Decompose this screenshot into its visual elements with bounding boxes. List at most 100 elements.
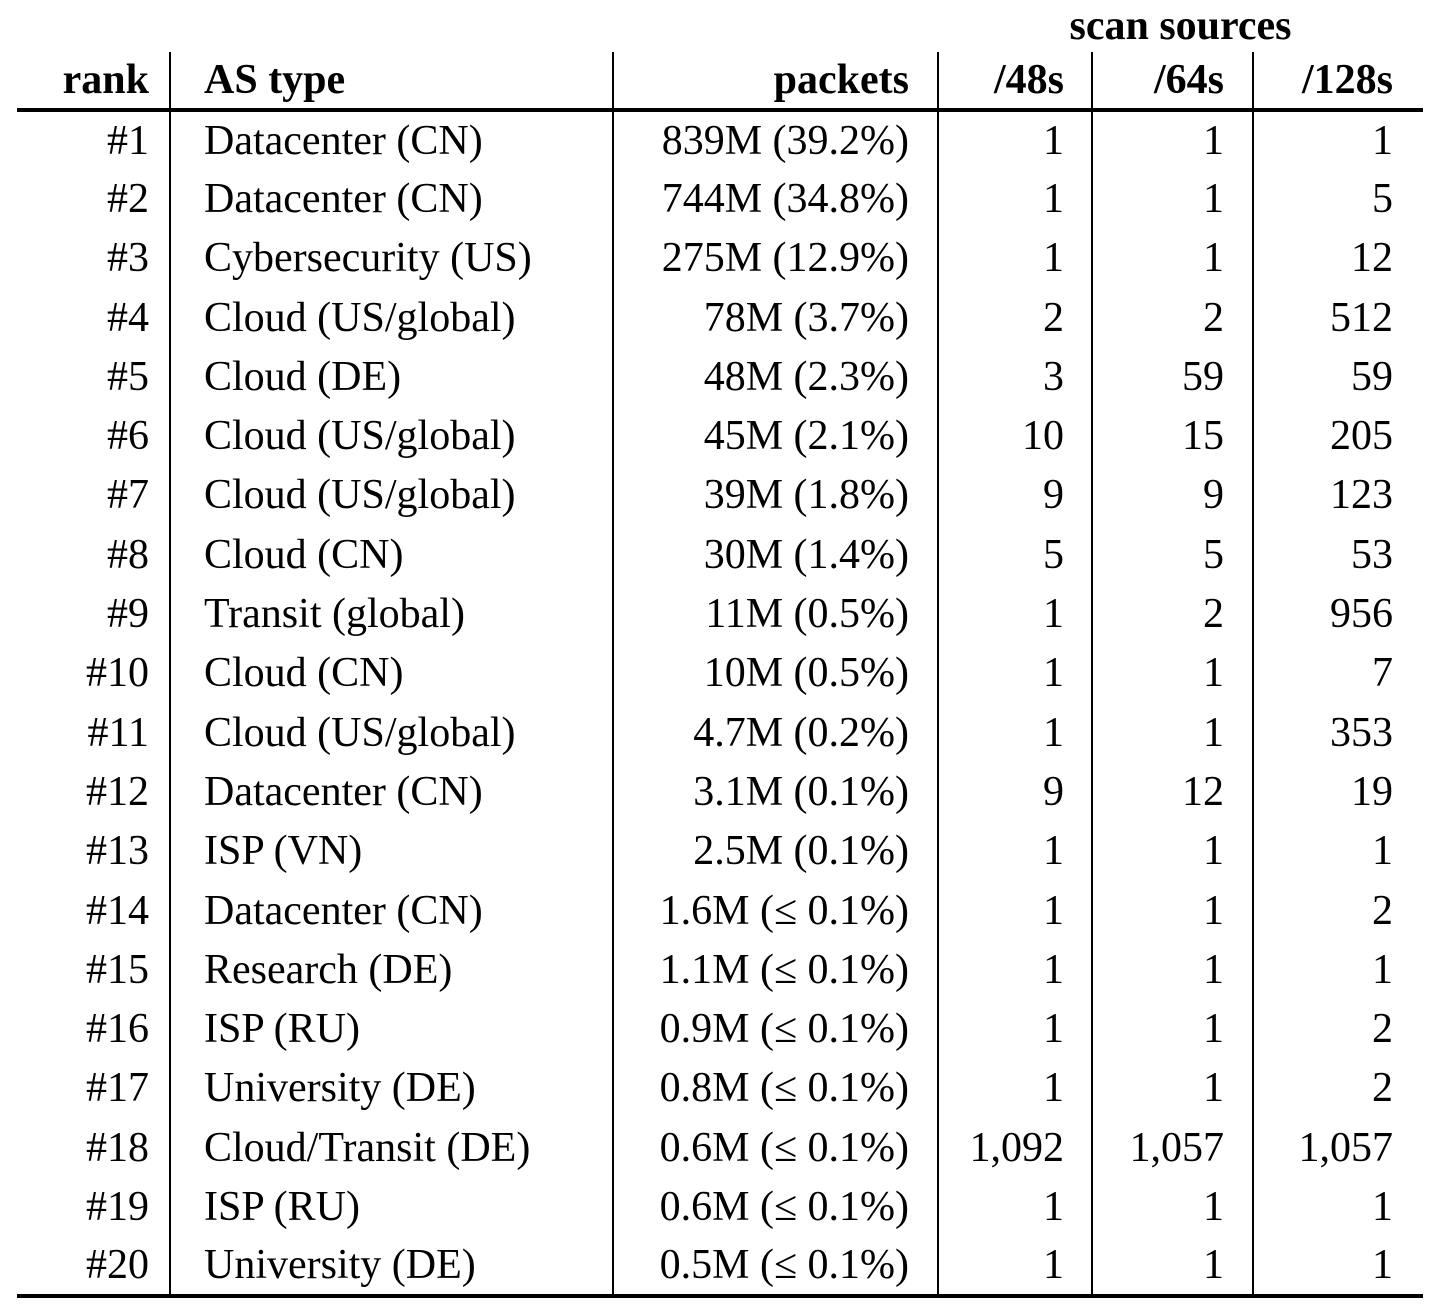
cell-packets: 839M (39.2%) — [612, 110, 938, 170]
table-row: #15 Research (DE) 1.1M (≤ 0.1%) 1 1 1 — [17, 940, 1424, 1000]
cell-packets: 48M (2.3%) — [612, 347, 938, 407]
cell-64s: 1 — [1091, 702, 1253, 763]
cell-as-type: Datacenter (CN) — [169, 110, 613, 170]
cell-as-type: Cloud (US/global) — [169, 287, 613, 348]
cell-128s: 2 — [1251, 1058, 1424, 1119]
table-row: #17 University (DE) 0.8M (≤ 0.1%) 1 1 2 — [17, 1058, 1424, 1119]
cell-48s: 9 — [937, 762, 1092, 822]
cell-rank: #13 — [86, 828, 149, 875]
table-row: #4 Cloud (US/global) 78M (3.7%) 2 2 512 — [17, 287, 1424, 348]
cell-128s: 19 — [1251, 762, 1424, 822]
cell-as-type: University (DE) — [169, 1236, 613, 1296]
table-row: #9 Transit (global) 11M (0.5%) 1 2 956 — [17, 584, 1424, 644]
cell-48s: 2 — [937, 287, 1092, 348]
cell-64s: 1 — [1091, 940, 1253, 1000]
cell-48s: 1 — [937, 228, 1092, 288]
cell-64s: 1,057 — [1091, 1118, 1253, 1178]
cell-rank: #19 — [86, 1183, 149, 1230]
cell-64s: 2 — [1091, 584, 1253, 644]
table-row: #7 Cloud (US/global) 39M (1.8%) 9 9 123 — [17, 465, 1424, 526]
cell-48s: 1 — [937, 702, 1092, 763]
col-header-as-type: AS type — [169, 52, 613, 112]
cell-as-type: Cloud (CN) — [169, 643, 613, 703]
cell-as-type: Cloud/Transit (DE) — [169, 1118, 613, 1178]
cell-128s: 2 — [1251, 999, 1424, 1059]
cell-48s: 1 — [937, 940, 1092, 1000]
cell-128s: 123 — [1251, 465, 1424, 526]
cell-64s: 1 — [1091, 999, 1253, 1059]
cell-64s: 2 — [1091, 287, 1253, 348]
cell-as-type: Cybersecurity (US) — [169, 228, 613, 288]
table-row: #8 Cloud (CN) 30M (1.4%) 5 5 53 — [17, 525, 1424, 585]
cell-packets: 4.7M (0.2%) — [612, 702, 938, 763]
cell-rank: #3 — [107, 235, 149, 282]
cell-packets: 0.5M (≤ 0.1%) — [612, 1236, 938, 1296]
cell-rank: #15 — [86, 946, 149, 993]
table-body: #1 Datacenter (CN) 839M (39.2%) 1 1 1 #2 Datace… — [17, 110, 1424, 1296]
cell-48s: 1 — [937, 169, 1092, 229]
cell-as-type: ISP (RU) — [169, 999, 613, 1059]
cell-as-type: Datacenter (CN) — [169, 169, 613, 229]
cell-rank: #14 — [86, 887, 149, 934]
table-row: #16 ISP (RU) 0.9M (≤ 0.1%) 1 1 2 — [17, 999, 1424, 1059]
cell-128s: 1,057 — [1251, 1118, 1424, 1178]
cell-packets: 39M (1.8%) — [612, 465, 938, 526]
cell-as-type: Cloud (US/global) — [169, 465, 613, 526]
table-row: #6 Cloud (US/global) 45M (2.1%) 10 15 205 — [17, 406, 1424, 466]
table-row: #2 Datacenter (CN) 744M (34.8%) 1 1 5 — [17, 169, 1424, 229]
cell-64s: 1 — [1091, 1058, 1253, 1119]
cell-rank: #4 — [107, 294, 149, 341]
cell-128s: 1 — [1251, 1177, 1424, 1237]
scan-sources-table-wrap: scan sources rank AS type packets /48s /… — [17, 0, 1424, 1298]
cell-48s: 1 — [937, 1177, 1092, 1237]
table-row: #1 Datacenter (CN) 839M (39.2%) 1 1 1 — [17, 110, 1424, 170]
cell-as-type: Cloud (CN) — [169, 525, 613, 585]
header-row: rank AS type packets /48s /64s /128s — [17, 52, 1424, 112]
cell-64s: 1 — [1091, 228, 1253, 288]
cell-rank: #18 — [86, 1124, 149, 1171]
table-row: #12 Datacenter (CN) 3.1M (0.1%) 9 12 19 — [17, 762, 1424, 822]
cell-as-type: Cloud (US/global) — [169, 702, 613, 763]
cell-packets: 3.1M (0.1%) — [612, 762, 938, 822]
cell-rank: #7 — [107, 472, 149, 519]
cell-48s: 1,092 — [937, 1118, 1092, 1178]
col-header-rank: rank — [17, 52, 170, 112]
table-row: #14 Datacenter (CN) 1.6M (≤ 0.1%) 1 1 2 — [17, 880, 1424, 941]
col-header-48s: /48s — [937, 52, 1092, 112]
cell-48s: 1 — [937, 1236, 1092, 1296]
cell-64s: 59 — [1091, 347, 1253, 407]
cell-rank: #16 — [86, 1006, 149, 1053]
cell-rank: #9 — [107, 591, 149, 638]
cell-64s: 1 — [1091, 643, 1253, 703]
col-header-64s: /64s — [1091, 52, 1253, 112]
cell-48s: 1 — [937, 643, 1092, 703]
cell-packets: 0.6M (≤ 0.1%) — [612, 1177, 938, 1237]
cell-rank: #8 — [107, 531, 149, 578]
cell-packets: 1.6M (≤ 0.1%) — [612, 880, 938, 941]
table-row: #19 ISP (RU) 0.6M (≤ 0.1%) 1 1 1 — [17, 1177, 1424, 1237]
cell-as-type: Transit (global) — [169, 584, 613, 644]
cell-packets: 11M (0.5%) — [612, 584, 938, 644]
scan-sources-table: scan sources rank AS type packets /48s /… — [17, 0, 1424, 1298]
table-row: #10 Cloud (CN) 10M (0.5%) 1 1 7 — [17, 643, 1424, 703]
cell-as-type: Cloud (DE) — [169, 347, 613, 407]
cell-packets: 2.5M (0.1%) — [612, 821, 938, 881]
cell-48s: 1 — [937, 821, 1092, 881]
cell-packets: 0.9M (≤ 0.1%) — [612, 999, 938, 1059]
cell-128s: 353 — [1251, 702, 1424, 763]
cell-as-type: Datacenter (CN) — [169, 762, 613, 822]
cell-64s: 1 — [1091, 169, 1253, 229]
cell-packets: 78M (3.7%) — [612, 287, 938, 348]
scan-sources-spanner-label: scan sources — [1069, 3, 1292, 49]
cell-48s: 1 — [937, 999, 1092, 1059]
cell-128s: 1 — [1251, 821, 1424, 881]
cell-packets: 30M (1.4%) — [612, 525, 938, 585]
cell-128s: 53 — [1251, 525, 1424, 585]
cell-rank: #20 — [86, 1242, 149, 1289]
table-row: #11 Cloud (US/global) 4.7M (0.2%) 1 1 353 — [17, 702, 1424, 763]
cell-128s: 512 — [1251, 287, 1424, 348]
cell-64s: 1 — [1091, 1236, 1253, 1296]
cell-rank: #11 — [87, 709, 149, 756]
cell-as-type: Research (DE) — [169, 940, 613, 1000]
cell-packets: 0.8M (≤ 0.1%) — [612, 1058, 938, 1119]
